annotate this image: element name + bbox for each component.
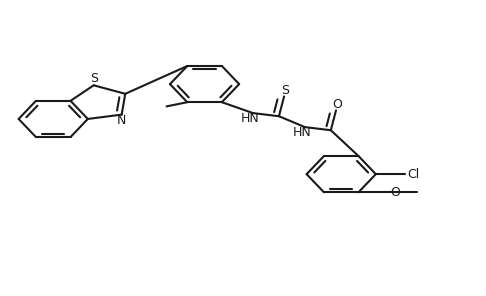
Text: HN: HN [293, 126, 312, 139]
Text: Cl: Cl [408, 168, 420, 181]
Text: S: S [90, 73, 98, 86]
Text: N: N [117, 115, 126, 128]
Text: O: O [332, 98, 342, 111]
Text: S: S [281, 84, 289, 97]
Text: HN: HN [241, 112, 260, 126]
Text: O: O [390, 186, 400, 199]
